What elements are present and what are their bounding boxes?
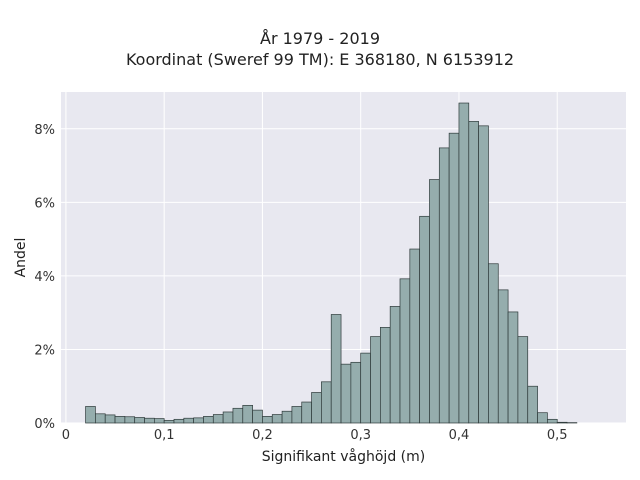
y-axis-ticks: 0% 2% 4% 6% 8% (34, 123, 55, 432)
histogram-bar (468, 121, 479, 424)
histogram-bar (281, 410, 293, 424)
histogram-bar (203, 416, 214, 424)
histogram-bar (478, 125, 489, 424)
histogram-bar (547, 418, 558, 424)
histogram-bar (124, 416, 136, 424)
histogram-bar (321, 381, 332, 424)
histogram-bar (517, 336, 529, 424)
histogram-bar (419, 215, 430, 424)
histogram-bar (350, 361, 362, 424)
histogram-bar (193, 417, 204, 424)
histogram-bar (301, 401, 312, 424)
histogram-bar (222, 411, 234, 424)
x-tick-label: 0,2 (252, 428, 273, 443)
x-tick-label: 0,3 (350, 428, 371, 443)
histogram-bar (438, 147, 450, 424)
histogram-bar (537, 412, 548, 424)
bars (85, 102, 578, 424)
histogram-bar (379, 327, 391, 424)
histogram-bar (389, 306, 401, 424)
y-tick-label: 8% (34, 123, 55, 138)
histogram-bar (340, 363, 352, 424)
histogram-bar (232, 407, 244, 424)
histogram-bar (291, 406, 303, 424)
histogram-bar (360, 352, 371, 424)
histogram-bar (330, 314, 342, 424)
histogram-bar (458, 102, 470, 424)
histogram-bar (144, 417, 155, 424)
histogram-bar (85, 406, 96, 424)
y-tick-label: 2% (34, 343, 55, 358)
histogram-bar (134, 417, 145, 424)
x-tick-label: 0,5 (547, 428, 568, 443)
histogram-bar (183, 417, 195, 424)
histogram-bar (262, 416, 273, 424)
y-tick-label: 6% (34, 196, 55, 211)
y-axis-label: Andel (13, 238, 29, 278)
histogram-bar (448, 132, 460, 424)
histogram-bar (95, 413, 106, 424)
histogram-bar (370, 336, 381, 424)
histogram-bar (556, 421, 568, 424)
histogram-bar (242, 404, 253, 424)
histogram-bar (507, 311, 519, 424)
histogram-bar (252, 409, 263, 424)
x-tick-label: 0 (62, 428, 70, 443)
histogram-bar (488, 263, 499, 424)
histogram-bar (173, 418, 185, 424)
x-tick-label: 0,1 (154, 428, 175, 443)
x-axis-label: Signifikant våghöjd (m) (262, 448, 425, 465)
chart-title: År 1979 - 2019 (260, 29, 380, 48)
histogram-bar (409, 248, 421, 424)
chart-subtitle: Koordinat (Sweref 99 TM): E 368180, N 61… (125, 50, 515, 69)
histogram-bar (114, 416, 126, 424)
y-tick-label: 0% (34, 417, 55, 432)
histogram-bar (271, 414, 283, 424)
x-tick-label: 0,4 (449, 428, 470, 443)
y-tick-label: 4% (34, 270, 55, 285)
histogram-bar (429, 179, 440, 424)
histogram-bar (527, 385, 538, 424)
histogram-bar (212, 414, 224, 424)
histogram-bar (399, 278, 411, 424)
histogram-bar (104, 414, 116, 424)
x-axis-ticks: 0 0,1 0,2 0,3 0,4 0,5 (62, 428, 568, 443)
histogram-bar (311, 392, 322, 424)
histogram-bar (153, 418, 165, 424)
histogram-bar (163, 420, 175, 424)
histogram-bar (497, 289, 509, 424)
